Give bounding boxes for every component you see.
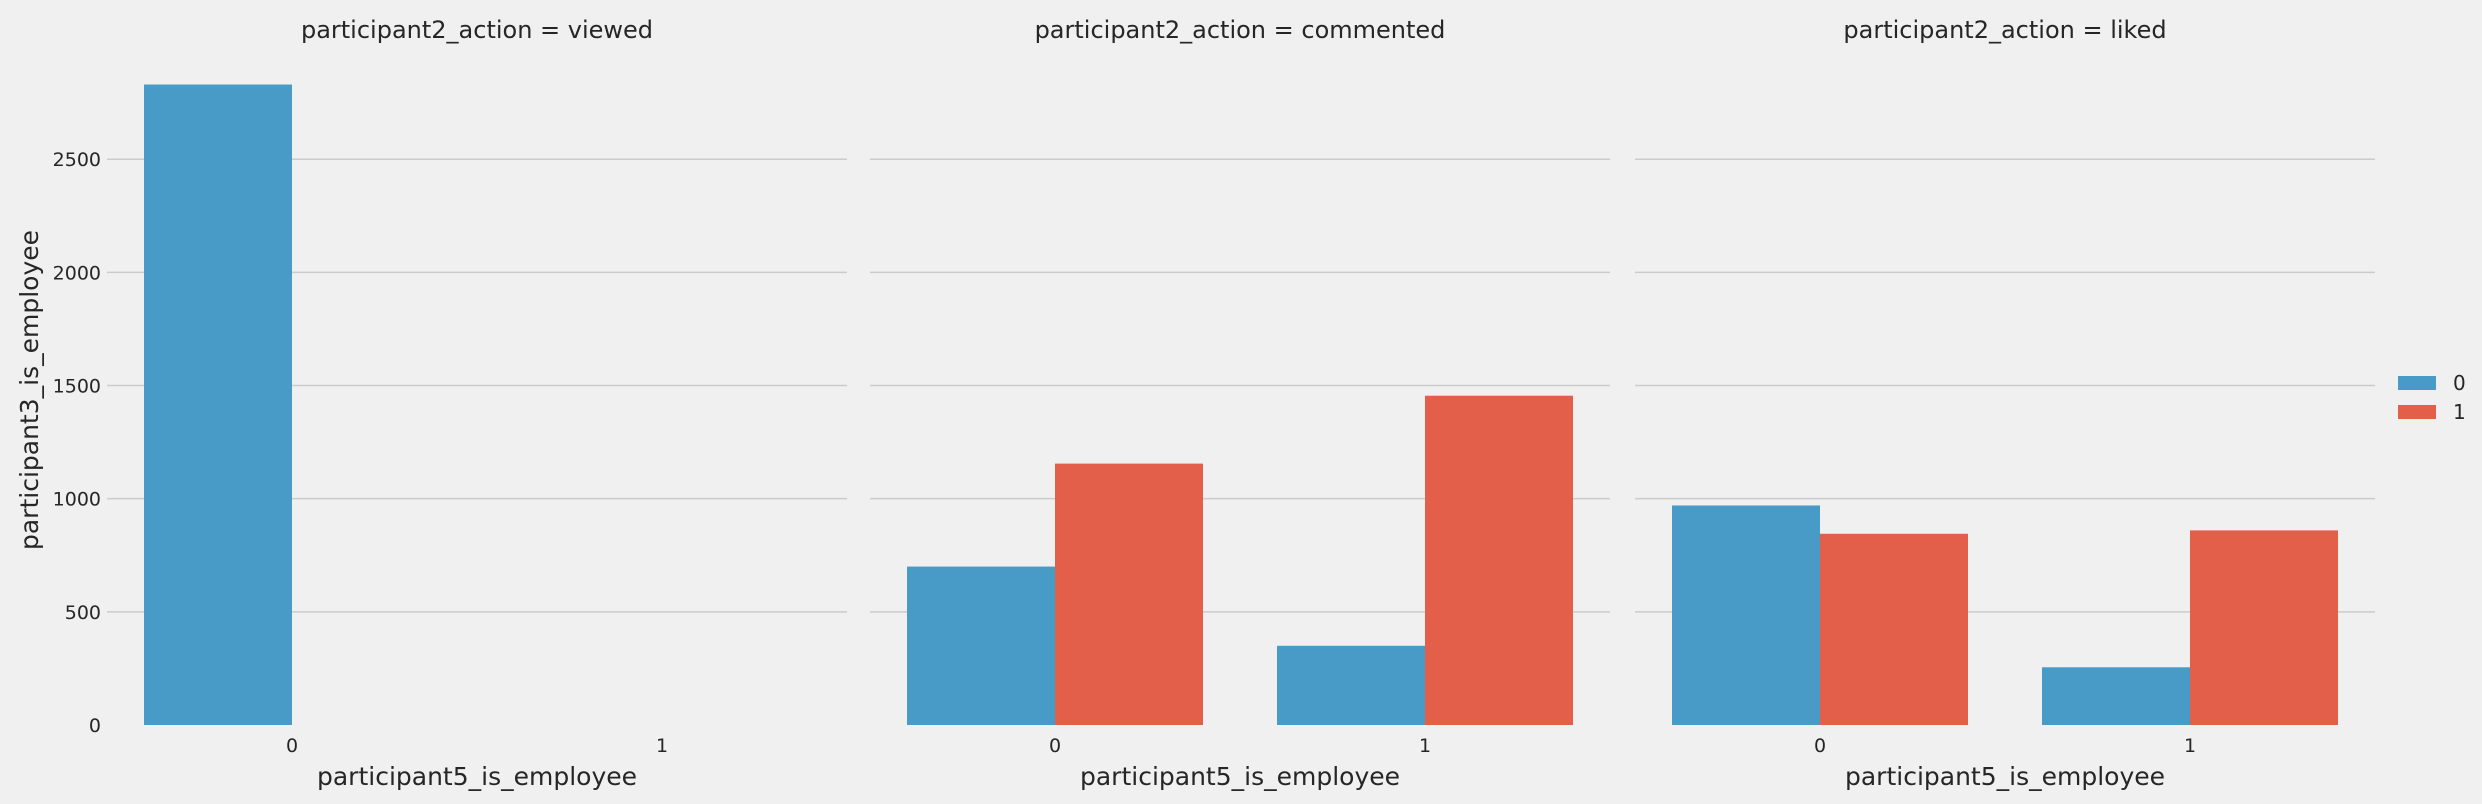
x-axis-label: participant5_is_employee (1845, 762, 2165, 791)
legend-label: 1 (2453, 400, 2466, 424)
x-tick-label: 1 (656, 735, 668, 757)
y-axis-label: participant3_is_employee (15, 230, 44, 550)
bar-1-cat-1 (1425, 395, 1573, 725)
panel-title: participant2_action = viewed (301, 16, 653, 44)
legend-swatch-0 (2398, 376, 2436, 390)
bar-0-cat-0 (1672, 505, 1820, 725)
x-tick-label: 1 (2184, 735, 2196, 757)
bar-0-cat-1 (1277, 645, 1425, 725)
x-tick-label: 0 (1814, 735, 1826, 757)
x-tick-label: 1 (1419, 735, 1431, 757)
x-axis-label: participant5_is_employee (317, 762, 637, 791)
panel-title: participant2_action = commented (1035, 16, 1446, 44)
y-tick-label: 1000 (53, 489, 101, 511)
panel-title: participant2_action = liked (1843, 16, 2166, 44)
y-tick-label: 2500 (53, 149, 101, 171)
legend-swatch-1 (2398, 405, 2436, 419)
y-tick-label: 500 (65, 602, 101, 624)
bar-1-cat-1 (2190, 530, 2338, 725)
bar-0-cat-1 (2042, 667, 2190, 725)
y-tick-label: 0 (89, 715, 101, 737)
x-axis-label: participant5_is_employee (1080, 762, 1400, 791)
y-tick-label: 1500 (53, 376, 101, 398)
bar-1-cat-0 (1055, 463, 1203, 725)
bar-0-cat-0 (907, 566, 1055, 725)
x-tick-label: 0 (286, 735, 298, 757)
bar-1-cat-0 (1820, 533, 1968, 725)
x-tick-label: 0 (1049, 735, 1061, 757)
y-tick-label: 2000 (53, 262, 101, 284)
legend-label: 0 (2453, 371, 2466, 395)
bar-0-cat-0 (144, 84, 292, 726)
